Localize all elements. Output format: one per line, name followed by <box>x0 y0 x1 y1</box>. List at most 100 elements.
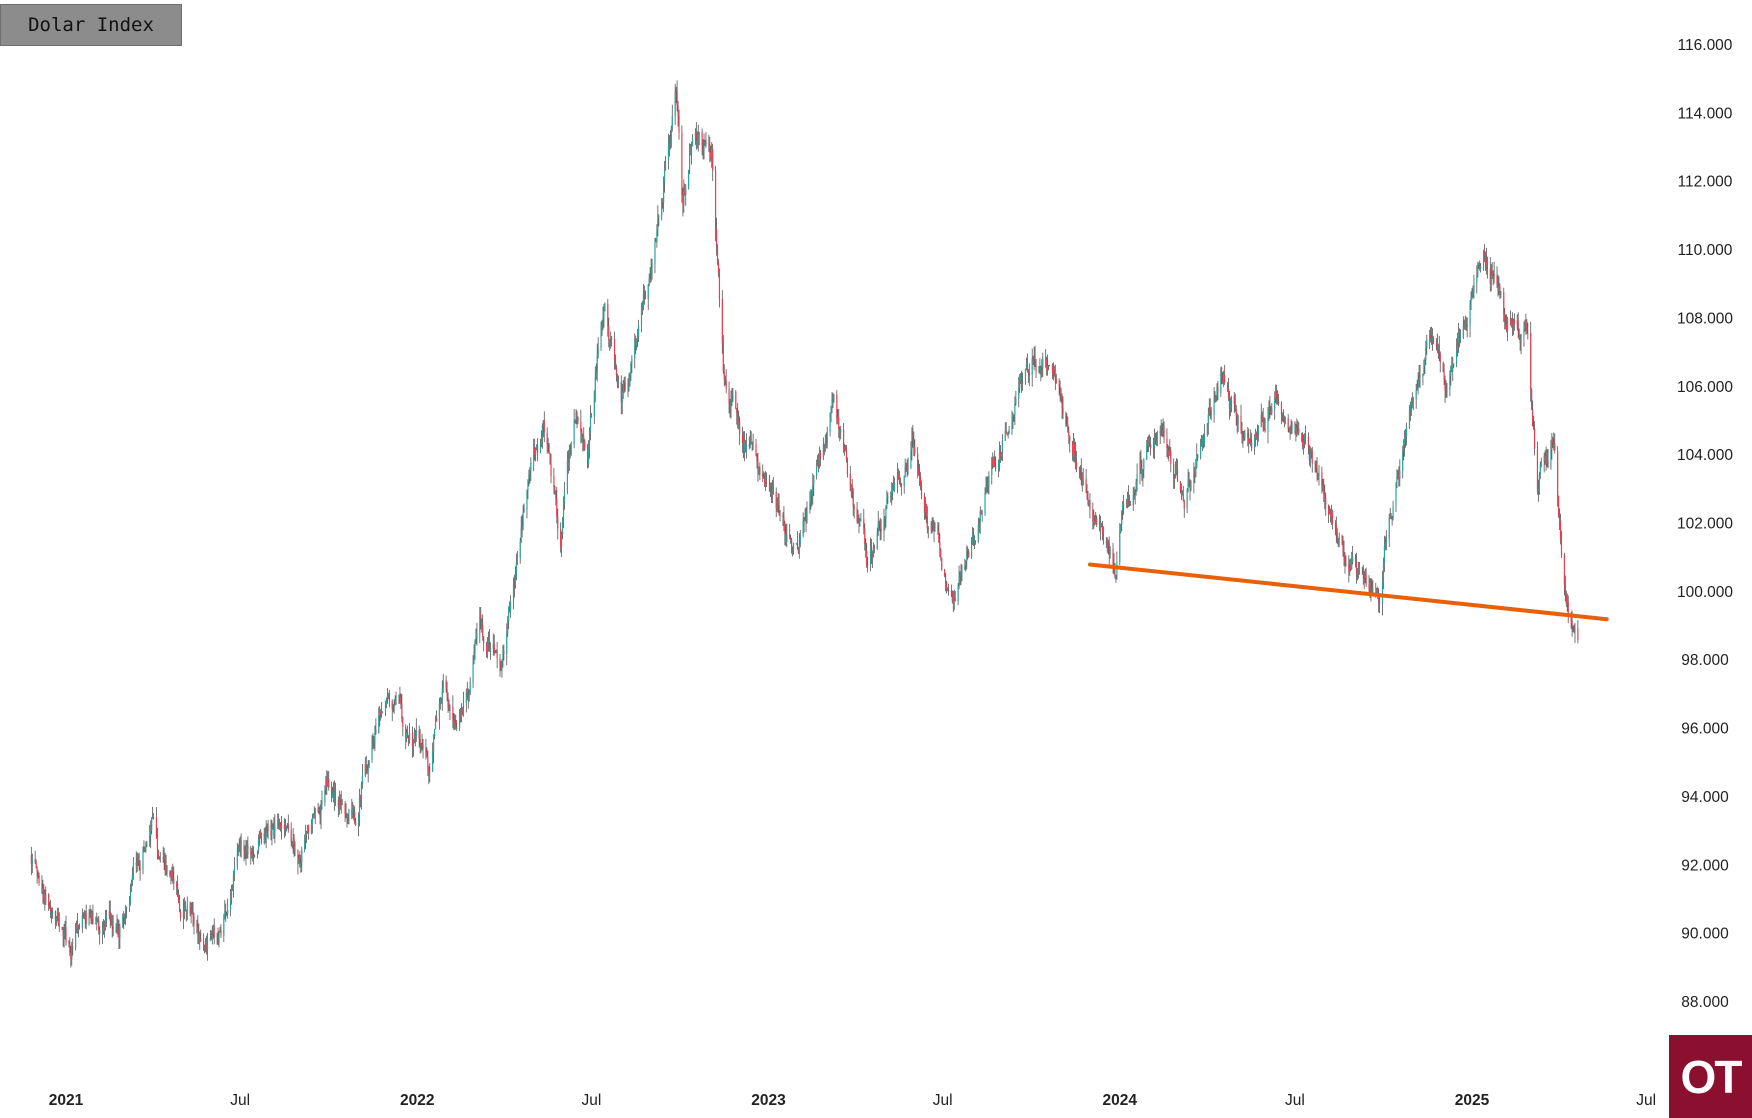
candle <box>1148 435 1150 453</box>
candle-body-down <box>986 484 988 486</box>
candle <box>670 125 672 148</box>
candle <box>1001 434 1003 462</box>
candle-body-up <box>209 938 211 941</box>
candle-body-up <box>1123 502 1125 506</box>
candle <box>1093 509 1095 529</box>
candle <box>667 133 670 170</box>
candle-body-down <box>1530 332 1532 390</box>
candle-body-up <box>771 486 773 492</box>
candle-body-down <box>736 408 738 413</box>
candle <box>435 710 438 722</box>
candle <box>573 408 575 449</box>
candle <box>864 523 866 551</box>
candle <box>516 551 518 566</box>
candle <box>75 920 78 934</box>
candle <box>1155 432 1157 446</box>
candle-body-down <box>1041 367 1043 369</box>
candle <box>857 509 859 524</box>
candle <box>541 423 543 449</box>
candle-body-up <box>320 804 322 818</box>
candle-body-up <box>507 620 509 634</box>
candle-body-up <box>749 441 751 447</box>
candle <box>1060 387 1062 403</box>
candle-body-up <box>412 739 415 747</box>
candle <box>879 517 881 541</box>
candle-body-up <box>1159 430 1161 434</box>
candle-body-up <box>697 134 699 142</box>
candle <box>791 546 794 557</box>
candle-body-down <box>225 910 227 915</box>
candle-body-up <box>146 843 148 845</box>
candle <box>123 911 125 930</box>
candle <box>897 468 900 480</box>
candle-body-down <box>980 511 982 515</box>
candle-body-down <box>628 384 630 386</box>
candle-body-up <box>294 850 296 852</box>
candle <box>852 488 854 516</box>
candle-body-down <box>1152 448 1155 450</box>
candle-body-down <box>1438 345 1440 354</box>
candle <box>945 580 948 594</box>
candle <box>586 444 589 469</box>
candle <box>1519 334 1521 351</box>
candle <box>1040 365 1042 382</box>
candle-body-down <box>388 693 390 702</box>
candle-body-down <box>1307 436 1309 447</box>
candle <box>1115 575 1117 583</box>
candle-body-down <box>712 149 714 171</box>
candle <box>334 782 337 807</box>
candle <box>1187 468 1189 493</box>
candle-body-down <box>1492 271 1494 274</box>
candle <box>489 642 491 660</box>
candle-body-up <box>1011 421 1013 429</box>
candle <box>824 434 826 452</box>
candle <box>1384 536 1386 551</box>
candle-body-down <box>967 550 969 552</box>
candle-body-down <box>906 467 908 470</box>
candle <box>1233 391 1235 413</box>
y-tick-label: 112.000 <box>1678 174 1733 191</box>
candle-body-down <box>1329 513 1332 517</box>
candle-body-up <box>1093 515 1095 522</box>
y-tick-label: 104.000 <box>1677 447 1733 464</box>
candle-body-down <box>912 436 914 440</box>
candle-body-up <box>694 133 696 139</box>
candle <box>373 736 375 749</box>
candle <box>381 702 383 718</box>
candle <box>1322 478 1324 492</box>
candle-body-up <box>1042 358 1044 368</box>
candle <box>684 183 686 196</box>
candle <box>492 633 494 656</box>
candle-body-down <box>742 442 745 453</box>
candle <box>784 520 786 546</box>
candle-body-up <box>1000 453 1003 457</box>
candle-body-down <box>1034 357 1036 366</box>
candle-body-down <box>1552 438 1554 443</box>
candle <box>927 526 929 539</box>
candle-body-up <box>361 775 364 785</box>
candle <box>697 124 699 152</box>
candle-body-down <box>554 487 556 491</box>
candle <box>1379 597 1381 614</box>
candle-body-up <box>75 930 78 932</box>
candle <box>548 443 550 455</box>
candle <box>1463 319 1465 330</box>
candle <box>1072 440 1074 461</box>
candle-body-down <box>1389 518 1391 520</box>
candle-body-down <box>164 857 166 872</box>
candle-body-up <box>961 569 963 573</box>
candle-body-down <box>553 476 555 488</box>
candle <box>189 901 191 917</box>
candle-body-up <box>1127 496 1130 498</box>
candle-body-down <box>576 412 578 418</box>
candle-body-down <box>279 821 281 824</box>
candle <box>811 489 813 507</box>
support-trendline[interactable] <box>1087 562 1609 622</box>
candle-body-down <box>391 701 393 710</box>
candle-body-down <box>620 381 622 403</box>
candle <box>384 700 387 717</box>
candle-body-down <box>944 569 946 576</box>
candle-body-down <box>1125 502 1128 504</box>
candle-body-up <box>826 431 828 444</box>
